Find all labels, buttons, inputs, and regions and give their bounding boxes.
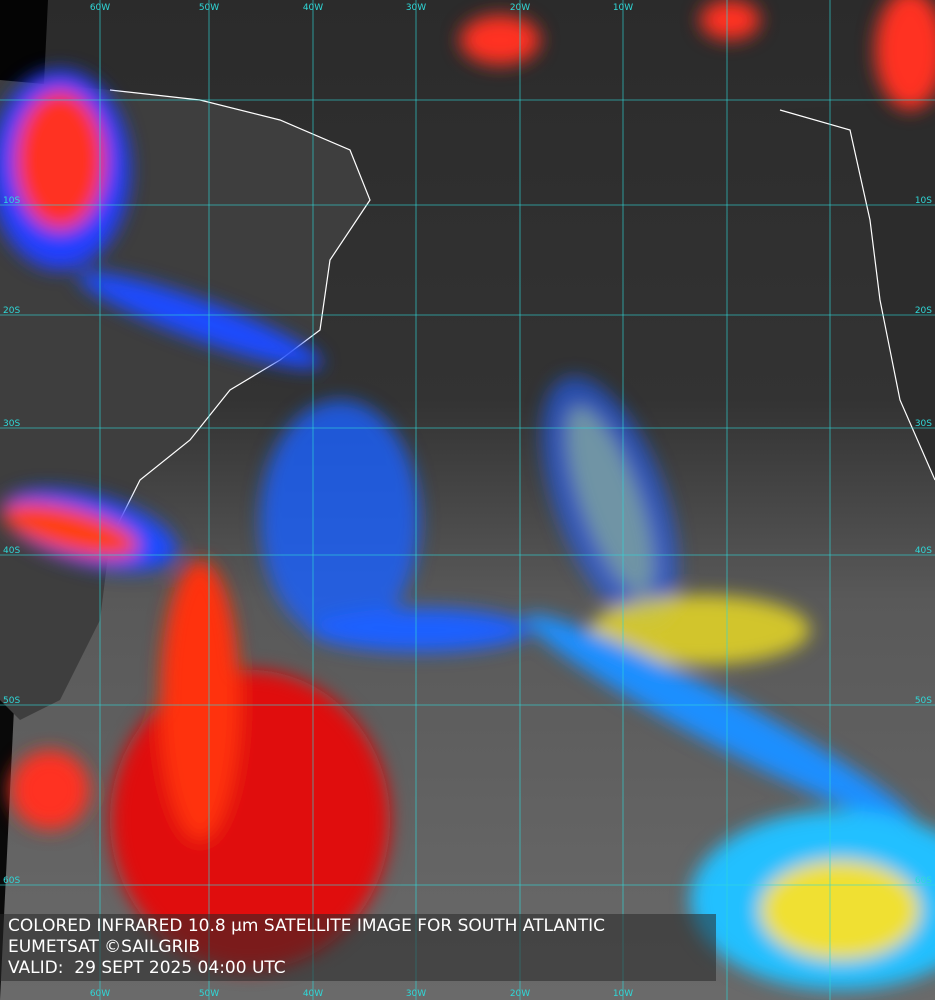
- longitude-label: 40W: [303, 989, 323, 999]
- longitude-label: 30W: [406, 989, 426, 999]
- latitude-label: 60S: [3, 876, 20, 886]
- latitude-label: 40S: [3, 546, 20, 556]
- latitude-label: 60S: [915, 876, 932, 886]
- latitude-label: 10S: [3, 196, 20, 206]
- longitude-label: 10W: [613, 3, 633, 13]
- latitude-label: 30S: [3, 419, 20, 429]
- latitude-label: 40S: [915, 546, 932, 556]
- longitude-label: 30W: [406, 3, 426, 13]
- latitude-label: 20S: [915, 306, 932, 316]
- longitude-label: 20W: [510, 3, 530, 13]
- longitude-label: 60W: [90, 989, 110, 999]
- latitude-label: 30S: [915, 419, 932, 429]
- caption-line: VALID: 29 SEPT 2025 04:00 UTC: [8, 958, 286, 978]
- longitude-label: 50W: [199, 3, 219, 13]
- latitude-label: 50S: [915, 696, 932, 706]
- longitude-label: 40W: [303, 3, 323, 13]
- caption-line: EUMETSAT ©SAILGRIB: [8, 937, 201, 957]
- caption-line: COLORED INFRARED 10.8 µm SATELLITE IMAGE…: [8, 916, 605, 936]
- longitude-label: 60W: [90, 3, 110, 13]
- caption: COLORED INFRARED 10.8 µm SATELLITE IMAGE…: [0, 914, 716, 981]
- latitude-label: 20S: [3, 306, 20, 316]
- longitude-label: 10W: [613, 989, 633, 999]
- longitude-label: 20W: [510, 989, 530, 999]
- latitude-label: 50S: [3, 696, 20, 706]
- longitude-label: 50W: [199, 989, 219, 999]
- latitude-label: 10S: [915, 196, 932, 206]
